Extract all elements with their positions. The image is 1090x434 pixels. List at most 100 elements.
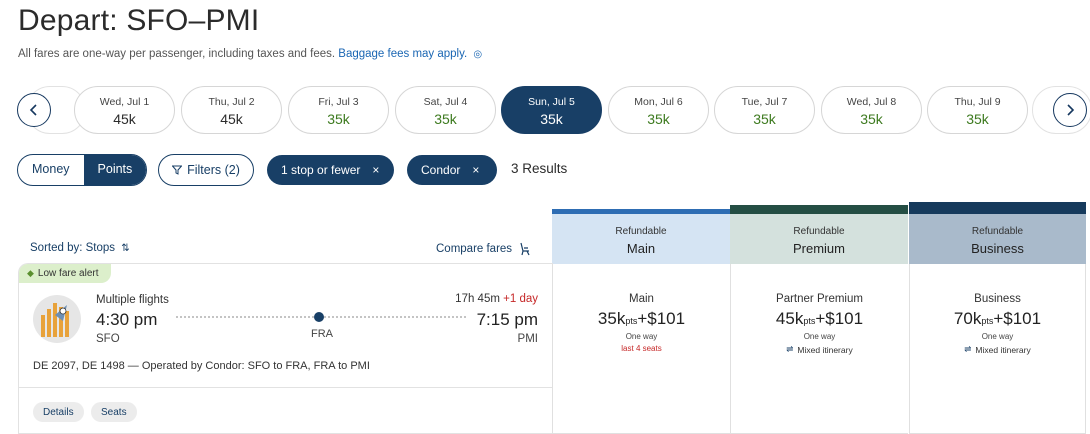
itinerary-type: Multiple flights — [96, 294, 169, 306]
filters-button[interactable]: Filters (2) — [158, 154, 254, 186]
fare-points: 70k — [953, 309, 982, 328]
seat-icon — [520, 242, 530, 256]
date-price: 35k — [327, 111, 350, 127]
fare-header-bar — [552, 209, 730, 214]
date-label: Mon, Jul 6 — [634, 96, 683, 108]
points-unit: pts — [981, 316, 994, 326]
date-price: 35k — [647, 111, 670, 127]
refundable-label: Refundable — [793, 226, 845, 237]
fare-cash: +$101 — [815, 309, 864, 328]
fare-price: 70kpts+$101 — [910, 309, 1085, 329]
date-price: 35k — [753, 111, 776, 127]
chip-label: 1 stop or fewer — [281, 163, 361, 177]
fare-option-business[interactable]: Business 70kpts+$101 One way ⇌ Mixed iti… — [909, 264, 1086, 434]
chip-label: Condor — [421, 163, 461, 177]
seats-remaining: last 4 seats — [621, 344, 662, 353]
date-pill[interactable]: Thu, Jul 2 45k — [181, 86, 282, 134]
fare-price: 35kpts+$101 — [553, 309, 730, 329]
date-pill[interactable]: Wed, Jul 8 35k — [821, 86, 922, 134]
stop-airport: FRA — [311, 328, 333, 340]
baggage-fees-link[interactable]: Baggage fees may apply. — [338, 48, 468, 60]
shuffle-icon: ⇌ — [964, 344, 972, 354]
filters-label: Filters (2) — [187, 163, 240, 177]
cabin-label: Main — [626, 241, 656, 256]
date-pill-selected[interactable]: Sun, Jul 5 35k — [501, 86, 602, 134]
alert-label: Low fare alert — [37, 268, 99, 279]
compare-label: Compare fares — [436, 243, 513, 255]
fare-header-bar — [730, 205, 908, 214]
filter-icon — [172, 165, 183, 175]
date-price: 35k — [966, 111, 989, 127]
airline-logo — [33, 295, 81, 343]
date-price: 45k — [220, 111, 243, 127]
multi-airline-logo-icon — [41, 303, 69, 337]
details-button[interactable]: Details — [33, 402, 84, 422]
fare-name: Partner Premium — [776, 293, 863, 305]
next-dates-button[interactable] — [1053, 93, 1087, 127]
chevron-left-icon — [29, 104, 37, 116]
shuffle-icon: ⇌ — [786, 344, 794, 354]
date-label: Wed, Jul 1 — [99, 96, 150, 108]
low-fare-alert-badge: ◆ Low fare alert — [19, 264, 111, 283]
duration-value: 17h 45m — [455, 293, 500, 305]
fare-points: 45k — [775, 309, 804, 328]
fare-points: 35k — [597, 309, 626, 328]
date-price: 35k — [540, 111, 563, 127]
fare-option-main[interactable]: Main 35kpts+$101 One way last 4 seats — [552, 264, 730, 434]
one-way-label: One way — [625, 332, 658, 341]
date-price: 35k — [860, 111, 883, 127]
carrier-filter-chip[interactable]: Condor × — [407, 155, 497, 185]
operated-by: DE 2097, DE 1498 — Operated by Condor: S… — [33, 360, 370, 372]
date-label: Sat, Jul 4 — [423, 96, 468, 108]
tag-icon: ◆ — [27, 268, 34, 278]
fare-disclaimer: All fares are one-way per passenger, inc… — [18, 48, 482, 60]
arrival-airport: PMI — [517, 333, 538, 345]
fare-disclaimer-text: All fares are one-way per passenger, inc… — [18, 48, 336, 60]
cabin-label: Business — [971, 241, 1024, 256]
fare-header-main: Refundable Main — [552, 209, 730, 264]
money-toggle[interactable]: Money — [32, 162, 70, 176]
date-price: 35k — [434, 111, 457, 127]
seats-button[interactable]: Seats — [91, 402, 137, 422]
mixed-label: Mixed itinerary — [975, 344, 1031, 355]
date-pill[interactable]: Tue, Jul 7 35k — [714, 86, 815, 134]
page-title: Depart: SFO–PMI — [18, 4, 260, 37]
cabin-label: Premium — [792, 241, 845, 256]
stops-filter-chip[interactable]: 1 stop or fewer × — [267, 155, 394, 185]
fare-option-premium[interactable]: Partner Premium 45kpts+$101 One way ⇌ Mi… — [730, 264, 908, 434]
mixed-itinerary: ⇌ Mixed itinerary — [910, 344, 1085, 355]
fare-name: Business — [974, 293, 1021, 305]
mixed-itinerary: ⇌ Mixed itinerary — [731, 344, 908, 355]
points-toggle[interactable]: Points — [83, 155, 147, 185]
fare-header-bar — [909, 202, 1086, 214]
departure-airport: SFO — [96, 333, 120, 345]
date-label: Tue, Jul 7 — [741, 96, 788, 108]
stop-marker-icon — [314, 312, 324, 322]
date-pill[interactable]: Fri, Jul 3 35k — [288, 86, 389, 134]
remove-chip-icon[interactable]: × — [372, 163, 380, 177]
fare-cash: +$101 — [993, 309, 1042, 328]
compare-fares-button[interactable]: Compare fares — [436, 242, 532, 256]
sort-label: Sorted by: Stops — [30, 242, 116, 254]
fare-header-business: Refundable Business — [909, 202, 1086, 264]
sort-arrows-icon: ⇅ — [121, 243, 130, 254]
fare-header-premium: Refundable Premium — [730, 205, 908, 264]
sort-control[interactable]: Sorted by: Stops ⇅ — [30, 242, 130, 254]
chevron-right-icon — [1067, 104, 1075, 116]
previous-dates-button[interactable] — [17, 93, 51, 127]
date-pill[interactable]: Mon, Jul 6 35k — [608, 86, 709, 134]
arrival-time: 7:15 pm — [476, 310, 538, 329]
currency-toggle: Money Points — [17, 154, 148, 186]
one-way-label: One way — [981, 332, 1014, 341]
date-pill[interactable]: Wed, Jul 1 45k — [74, 86, 175, 134]
refundable-label: Refundable — [615, 226, 667, 237]
date-pill[interactable]: Thu, Jul 9 35k — [927, 86, 1028, 134]
fare-price: 45kpts+$101 — [731, 309, 908, 329]
points-unit: pts — [625, 316, 638, 326]
date-label: Sun, Jul 5 — [528, 96, 575, 108]
remove-chip-icon[interactable]: × — [472, 163, 480, 177]
points-unit: pts — [803, 316, 816, 326]
date-label: Thu, Jul 9 — [954, 96, 1001, 108]
date-pill[interactable]: Sat, Jul 4 35k — [395, 86, 496, 134]
external-link-icon: ◎ — [473, 49, 483, 60]
